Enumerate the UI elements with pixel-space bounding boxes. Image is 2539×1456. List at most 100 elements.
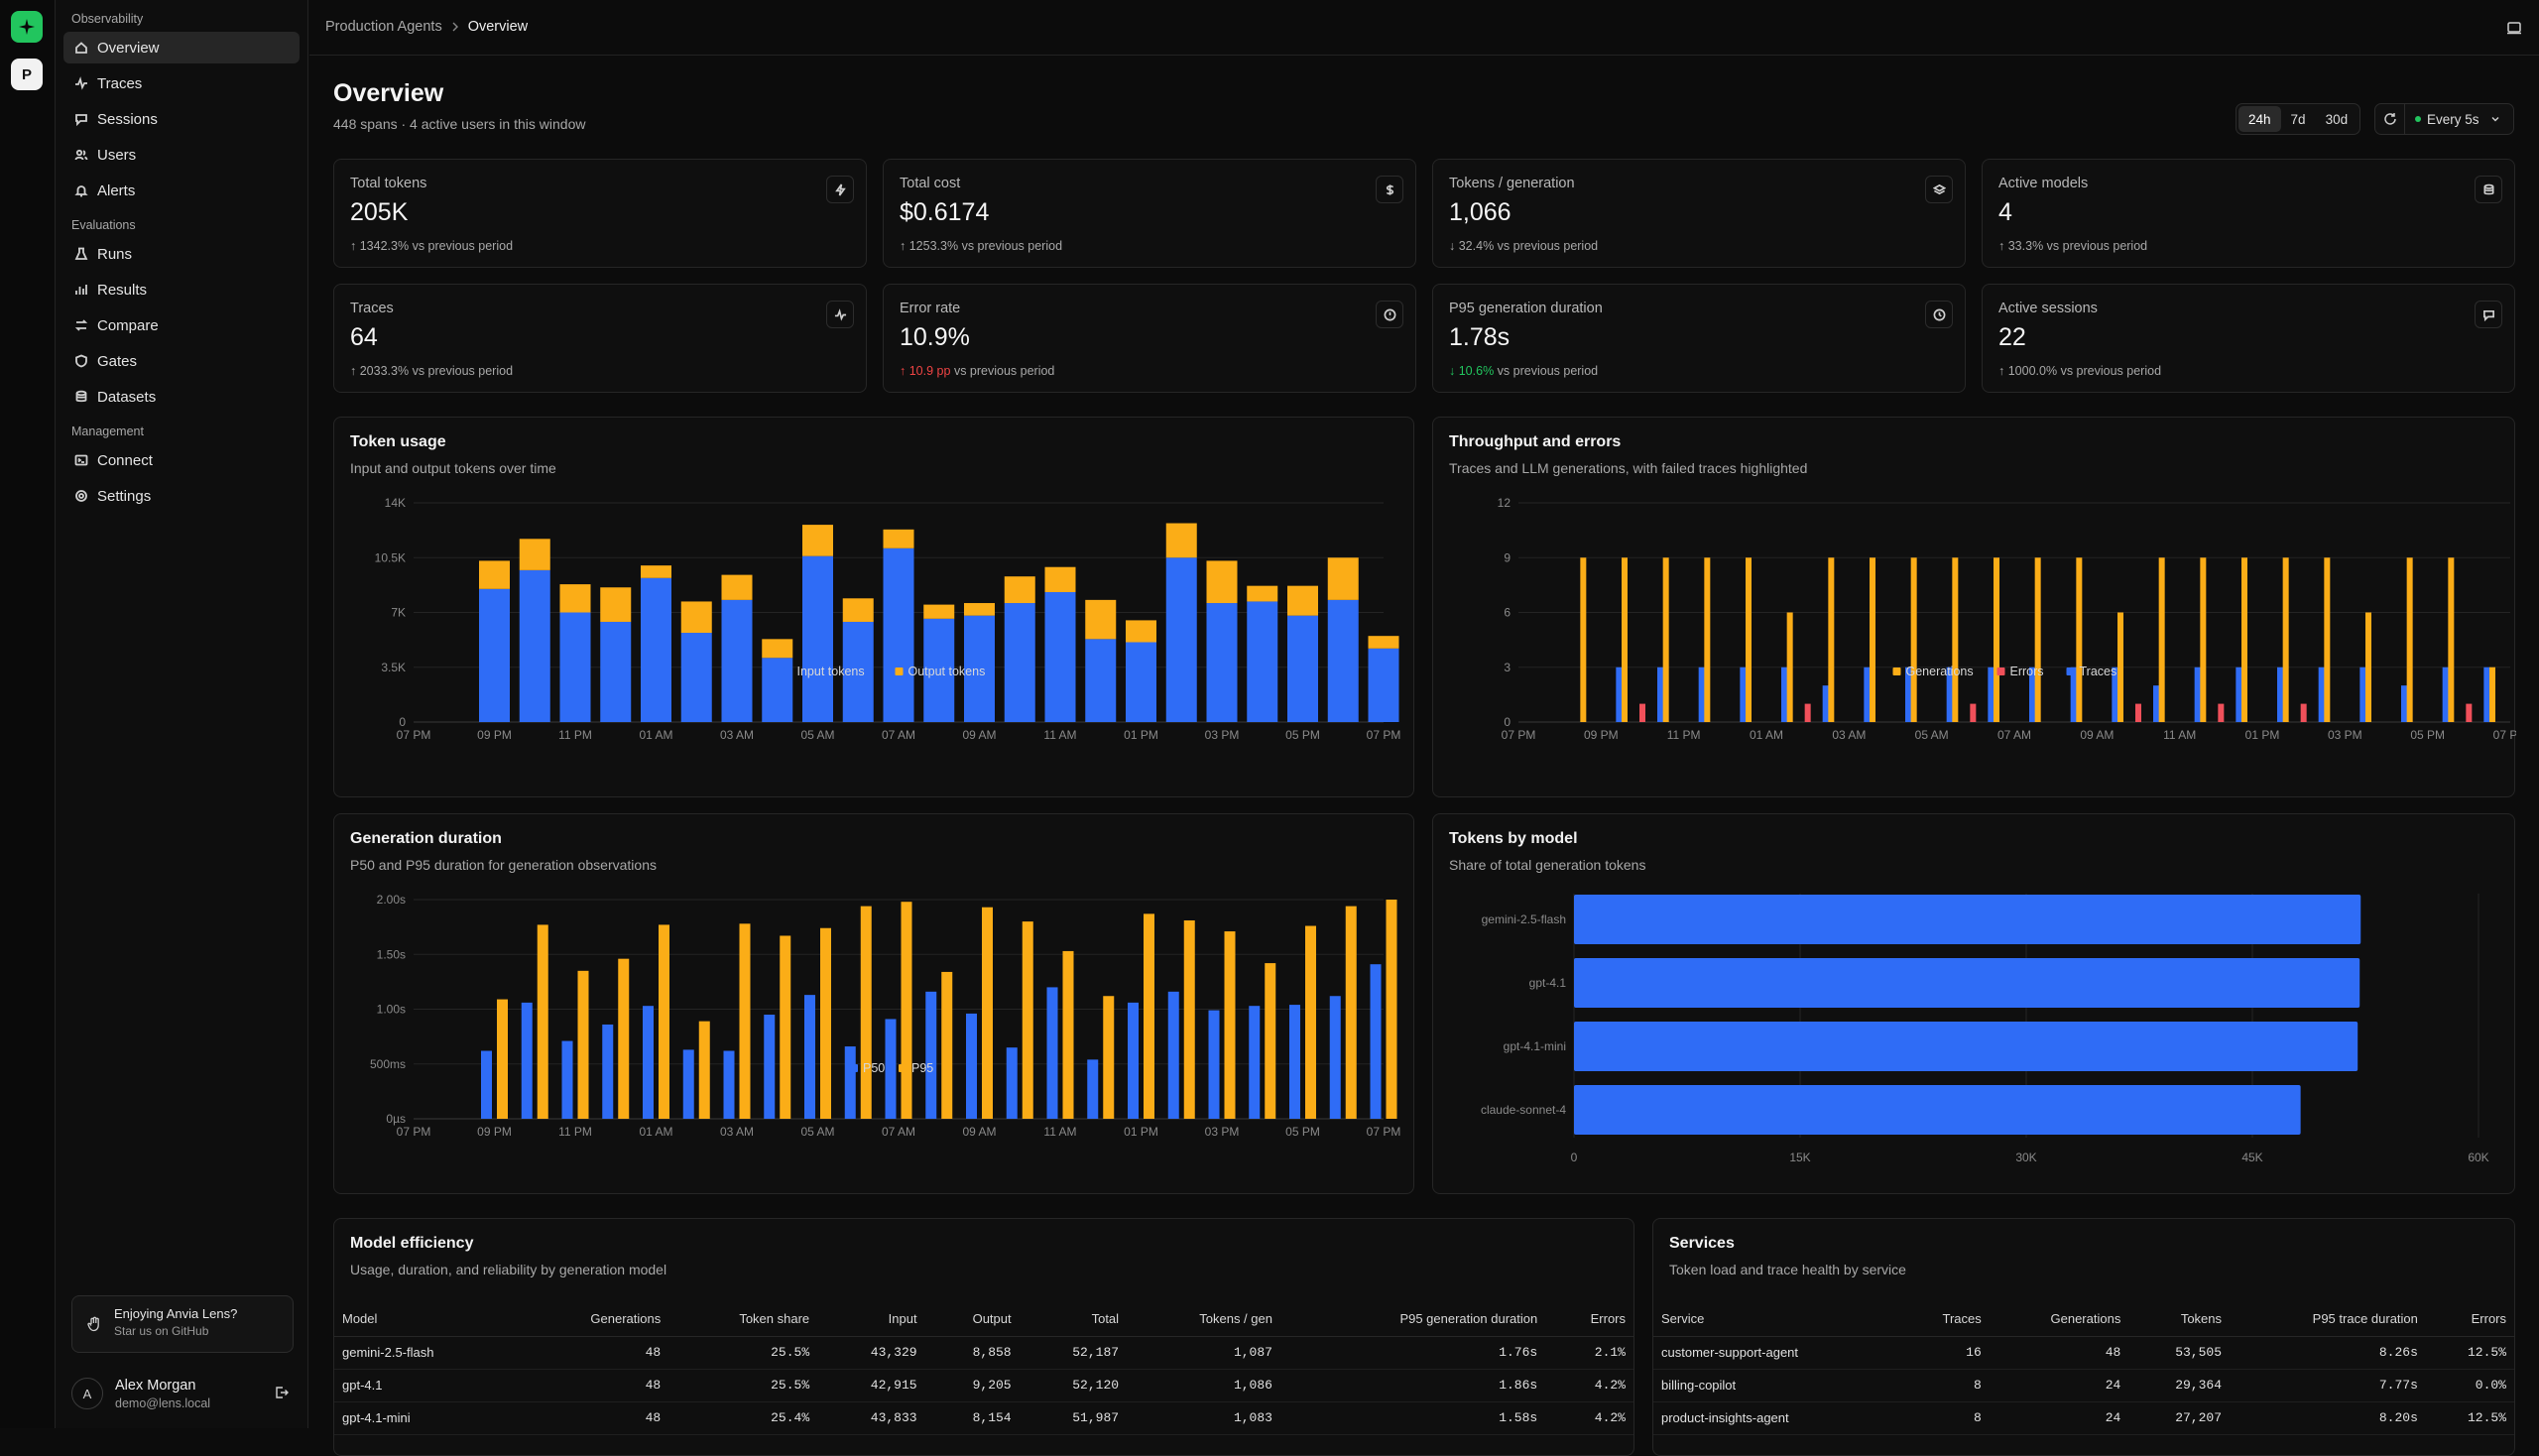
bar-errors[interactable]: [2466, 703, 2473, 722]
bar-output-tokens[interactable]: [641, 565, 671, 578]
bar-p95[interactable]: [1103, 996, 1115, 1119]
bar-p50[interactable]: [804, 995, 815, 1119]
logout-icon[interactable]: [274, 1385, 290, 1400]
bar-input-tokens[interactable]: [762, 658, 793, 722]
bar-generations[interactable]: [1910, 557, 1917, 722]
bar-output-tokens[interactable]: [1126, 620, 1156, 643]
bar-output-tokens[interactable]: [802, 525, 833, 556]
column-header[interactable]: Output: [924, 1302, 1020, 1337]
column-header[interactable]: Generations: [520, 1302, 669, 1337]
bar-tokens[interactable]: [1574, 895, 2361, 944]
bar-output-tokens[interactable]: [1085, 599, 1117, 640]
bar-p95[interactable]: [1386, 900, 1397, 1119]
table-row[interactable]: billing-copilot 8 24 29,364 7.77s 0.0%: [1653, 1369, 2514, 1402]
bar-p50[interactable]: [1208, 1010, 1220, 1119]
bar-traces[interactable]: [2070, 667, 2077, 722]
table-row[interactable]: gpt-4.1 48 25.5% 42,915 9,205 52,120 1,086 1.86…: [334, 1369, 1633, 1402]
bar-generations[interactable]: [2406, 557, 2413, 722]
bar-p95[interactable]: [618, 958, 630, 1119]
bar-generations[interactable]: [1662, 557, 1669, 722]
bar-p95[interactable]: [780, 935, 791, 1119]
sidebar-item-users[interactable]: Users: [63, 139, 300, 171]
bar-generations[interactable]: [2282, 557, 2289, 722]
bar-traces[interactable]: [2401, 685, 2407, 722]
bar-input-tokens[interactable]: [1004, 603, 1035, 722]
bar-input-tokens[interactable]: [964, 615, 995, 722]
bar-output-tokens[interactable]: [1044, 566, 1076, 592]
app-logo[interactable]: [11, 11, 43, 43]
bar-traces[interactable]: [2442, 667, 2449, 722]
bar-generations[interactable]: [1786, 612, 1793, 723]
bar-p50[interactable]: [682, 1049, 694, 1119]
bar-errors[interactable]: [1804, 703, 1811, 722]
bar-output-tokens[interactable]: [1327, 557, 1359, 600]
bar-p95[interactable]: [1305, 925, 1316, 1119]
bar-traces[interactable]: [2112, 667, 2118, 722]
bar-generations[interactable]: [1704, 557, 1711, 722]
bar-traces[interactable]: [1864, 667, 1871, 722]
bar-input-tokens[interactable]: [883, 547, 914, 722]
bar-output-tokens[interactable]: [479, 560, 510, 589]
sidebar-item-settings[interactable]: Settings: [63, 480, 300, 512]
bar-output-tokens[interactable]: [600, 587, 632, 622]
bar-p50[interactable]: [844, 1046, 856, 1119]
bar-traces[interactable]: [2194, 667, 2201, 722]
bar-generations[interactable]: [2158, 557, 2165, 722]
bar-p50[interactable]: [723, 1050, 735, 1119]
table-row[interactable]: gpt-4.1-mini 48 25.4% 43,833 8,154 51,987 1,08…: [334, 1401, 1633, 1435]
bar-input-tokens[interactable]: [1126, 642, 1156, 722]
bar-p50[interactable]: [1167, 991, 1179, 1119]
legend-label[interactable]: Input tokens: [797, 665, 865, 678]
bar-input-tokens[interactable]: [680, 633, 712, 722]
bar-input-tokens[interactable]: [1247, 601, 1278, 722]
bar-traces[interactable]: [1822, 685, 1829, 722]
bar-generations[interactable]: [1580, 557, 1587, 722]
bar-output-tokens[interactable]: [762, 639, 793, 659]
legend-label[interactable]: P95: [911, 1061, 933, 1075]
bar-traces[interactable]: [1740, 667, 1747, 722]
bar-input-tokens[interactable]: [721, 599, 753, 722]
bar-p50[interactable]: [764, 1015, 776, 1119]
bar-p95[interactable]: [860, 906, 872, 1119]
bar-generations[interactable]: [2200, 557, 2207, 722]
bar-p50[interactable]: [481, 1050, 492, 1119]
bar-p50[interactable]: [966, 1013, 977, 1119]
bar-output-tokens[interactable]: [883, 529, 914, 548]
bar-p50[interactable]: [1329, 996, 1341, 1119]
column-header[interactable]: Errors: [1545, 1302, 1633, 1337]
bar-p95[interactable]: [739, 923, 751, 1119]
bar-output-tokens[interactable]: [1165, 523, 1197, 558]
bar-p95[interactable]: [497, 999, 508, 1119]
bar-errors[interactable]: [2300, 703, 2307, 722]
column-header[interactable]: Service: [1653, 1302, 1901, 1337]
bar-p50[interactable]: [1289, 1005, 1300, 1119]
bar-traces[interactable]: [2359, 667, 2366, 722]
column-header[interactable]: Tokens: [2128, 1302, 2231, 1337]
bar-generations[interactable]: [1870, 557, 1875, 722]
bar-traces[interactable]: [1698, 667, 1705, 722]
bar-traces[interactable]: [1616, 667, 1623, 722]
bar-traces[interactable]: [2153, 685, 2159, 722]
bar-output-tokens[interactable]: [559, 584, 591, 613]
bar-output-tokens[interactable]: [1247, 585, 1278, 602]
bar-output-tokens[interactable]: [923, 604, 955, 619]
panel-toggle-icon[interactable]: [2505, 19, 2523, 37]
column-header[interactable]: P95 trace duration: [2230, 1302, 2426, 1337]
bar-p50[interactable]: [561, 1040, 573, 1119]
breadcrumb-parent[interactable]: Production Agents: [325, 19, 442, 35]
bar-input-tokens[interactable]: [923, 618, 955, 722]
bar-p95[interactable]: [1345, 906, 1357, 1119]
bar-p95[interactable]: [941, 971, 953, 1119]
sidebar-item-sessions[interactable]: Sessions: [63, 103, 300, 135]
sidebar-item-gates[interactable]: Gates: [63, 345, 300, 377]
table-row[interactable]: customer-support-agent 16 48 53,505 8.26s 12.…: [1653, 1336, 2514, 1370]
bar-p95[interactable]: [659, 924, 669, 1119]
legend-label[interactable]: Generations: [1906, 665, 1974, 678]
column-header[interactable]: Errors: [2425, 1302, 2514, 1337]
bar-generations[interactable]: [2448, 557, 2455, 722]
bar-output-tokens[interactable]: [721, 574, 753, 600]
bar-traces[interactable]: [2277, 667, 2283, 722]
bar-p95[interactable]: [901, 902, 912, 1119]
bar-p50[interactable]: [885, 1019, 897, 1119]
bar-tokens[interactable]: [1574, 1022, 2358, 1071]
